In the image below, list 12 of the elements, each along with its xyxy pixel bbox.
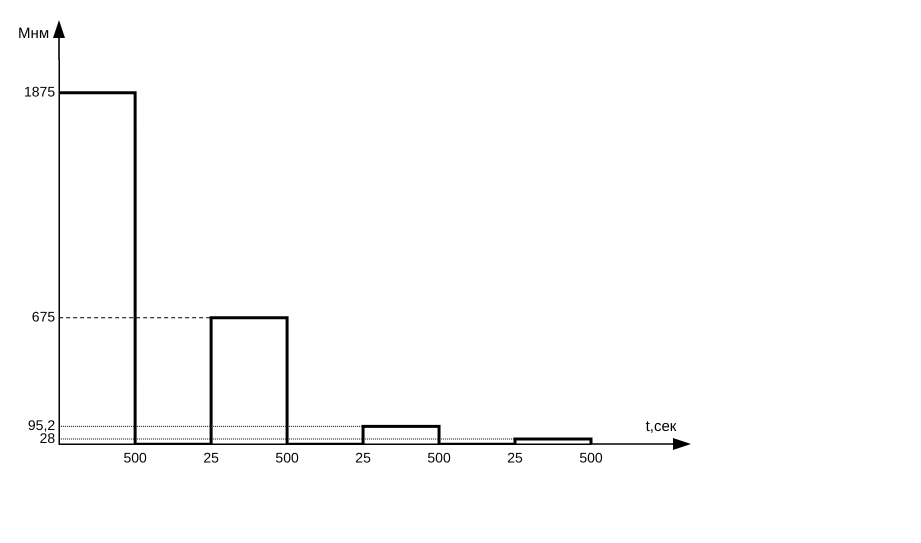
x-tick-label: 500 (275, 449, 299, 466)
x-axis-title: t,сек (646, 418, 677, 435)
x-tick-label: 500 (579, 449, 603, 466)
x-tick-label: 500 (123, 449, 148, 466)
x-tick-label: 25 (355, 449, 372, 466)
y-tick-label: 1875 (24, 84, 56, 100)
x-tick-label: 500 (427, 449, 451, 466)
x-tick-label: 25 (507, 449, 524, 466)
y-tick-label: 95,2 (28, 417, 56, 434)
x-tick-label: 25 (203, 449, 220, 466)
y-axis-title: Мнм (18, 25, 50, 42)
y-tick-label: 675 (32, 308, 56, 325)
